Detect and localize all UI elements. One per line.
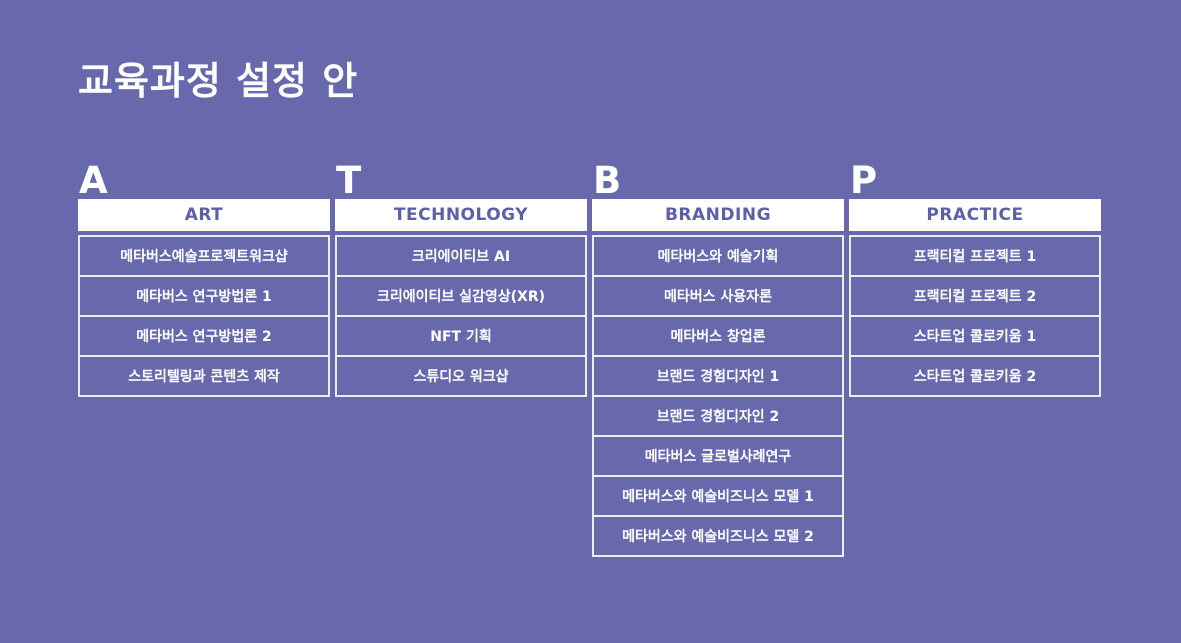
curriculum-columns: A ART 메타버스예술프로젝트워크샵 메타버스 연구방법론 1 메타버스 연구… — [78, 159, 1101, 557]
course-cell: 프랙티컬 프로젝트 1 — [849, 235, 1101, 277]
course-cell: 크리에이티브 AI — [335, 235, 587, 277]
column-letter-b: B — [593, 159, 622, 202]
curriculum-column-practice: P PRACTICE 프랙티컬 프로젝트 1 프랙티컬 프로젝트 2 스타트업 … — [849, 159, 1101, 397]
course-cell: 스타트업 콜로키움 1 — [849, 315, 1101, 357]
course-cell: 메타버스와 예술비즈니스 모델 1 — [592, 475, 844, 517]
column-cells-art: 메타버스예술프로젝트워크샵 메타버스 연구방법론 1 메타버스 연구방법론 2 … — [78, 235, 330, 397]
course-cell: 메타버스예술프로젝트워크샵 — [78, 235, 330, 277]
course-cell: 브랜드 경험디자인 2 — [592, 395, 844, 437]
course-cell: 메타버스 창업론 — [592, 315, 844, 357]
column-cells-practice: 프랙티컬 프로젝트 1 프랙티컬 프로젝트 2 스타트업 콜로키움 1 스타트업… — [849, 235, 1101, 397]
course-cell: 스타트업 콜로키움 2 — [849, 355, 1101, 397]
column-letter-a: A — [79, 159, 108, 202]
course-cell: 프랙티컬 프로젝트 2 — [849, 275, 1101, 317]
curriculum-column-branding: B BRANDING 메타버스와 예술기획 메타버스 사용자론 메타버스 창업론… — [592, 159, 844, 557]
course-cell: 메타버스 연구방법론 2 — [78, 315, 330, 357]
column-cells-technology: 크리에이티브 AI 크리에이티브 실감영상(XR) NFT 기획 스튜디오 워크… — [335, 235, 587, 397]
column-header-branding: BRANDING — [592, 199, 844, 231]
column-header-art: ART — [78, 199, 330, 231]
column-letter-p: P — [850, 159, 878, 202]
course-cell: 메타버스와 예술비즈니스 모델 2 — [592, 515, 844, 557]
slide-title: 교육과정 설정 안 — [78, 59, 359, 103]
course-cell: 스토리텔링과 콘텐츠 제작 — [78, 355, 330, 397]
column-letter-t: T — [336, 159, 362, 202]
column-header-technology: TECHNOLOGY — [335, 199, 587, 231]
column-header-practice: PRACTICE — [849, 199, 1101, 231]
course-cell: 메타버스 연구방법론 1 — [78, 275, 330, 317]
course-cell: NFT 기획 — [335, 315, 587, 357]
course-cell: 스튜디오 워크샵 — [335, 355, 587, 397]
curriculum-column-technology: T TECHNOLOGY 크리에이티브 AI 크리에이티브 실감영상(XR) N… — [335, 159, 587, 397]
course-cell: 메타버스 글로벌사례연구 — [592, 435, 844, 477]
course-cell: 메타버스 사용자론 — [592, 275, 844, 317]
curriculum-column-art: A ART 메타버스예술프로젝트워크샵 메타버스 연구방법론 1 메타버스 연구… — [78, 159, 330, 397]
course-cell: 브랜드 경험디자인 1 — [592, 355, 844, 397]
column-cells-branding: 메타버스와 예술기획 메타버스 사용자론 메타버스 창업론 브랜드 경험디자인 … — [592, 235, 844, 557]
course-cell: 크리에이티브 실감영상(XR) — [335, 275, 587, 317]
course-cell: 메타버스와 예술기획 — [592, 235, 844, 277]
